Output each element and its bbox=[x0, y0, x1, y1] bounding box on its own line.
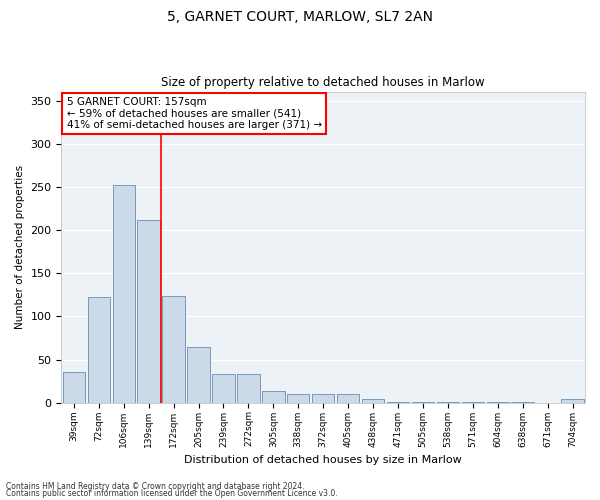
X-axis label: Distribution of detached houses by size in Marlow: Distribution of detached houses by size … bbox=[184, 455, 462, 465]
Bar bbox=[212, 374, 235, 402]
Bar bbox=[113, 185, 135, 402]
Text: 5 GARNET COURT: 157sqm
← 59% of detached houses are smaller (541)
41% of semi-de: 5 GARNET COURT: 157sqm ← 59% of detached… bbox=[67, 96, 322, 130]
Text: Contains public sector information licensed under the Open Government Licence v3: Contains public sector information licen… bbox=[6, 490, 338, 498]
Bar bbox=[187, 346, 210, 403]
Text: 5, GARNET COURT, MARLOW, SL7 2AN: 5, GARNET COURT, MARLOW, SL7 2AN bbox=[167, 10, 433, 24]
Title: Size of property relative to detached houses in Marlow: Size of property relative to detached ho… bbox=[161, 76, 485, 90]
Bar bbox=[62, 372, 85, 402]
Bar bbox=[312, 394, 334, 402]
Bar bbox=[262, 390, 284, 402]
Bar bbox=[88, 298, 110, 403]
Bar bbox=[237, 374, 260, 402]
Y-axis label: Number of detached properties: Number of detached properties bbox=[15, 166, 25, 330]
Bar bbox=[163, 296, 185, 403]
Bar bbox=[362, 399, 384, 402]
Bar bbox=[287, 394, 310, 402]
Bar bbox=[562, 399, 584, 402]
Bar bbox=[337, 394, 359, 402]
Bar bbox=[137, 220, 160, 402]
Text: Contains HM Land Registry data © Crown copyright and database right 2024.: Contains HM Land Registry data © Crown c… bbox=[6, 482, 305, 491]
